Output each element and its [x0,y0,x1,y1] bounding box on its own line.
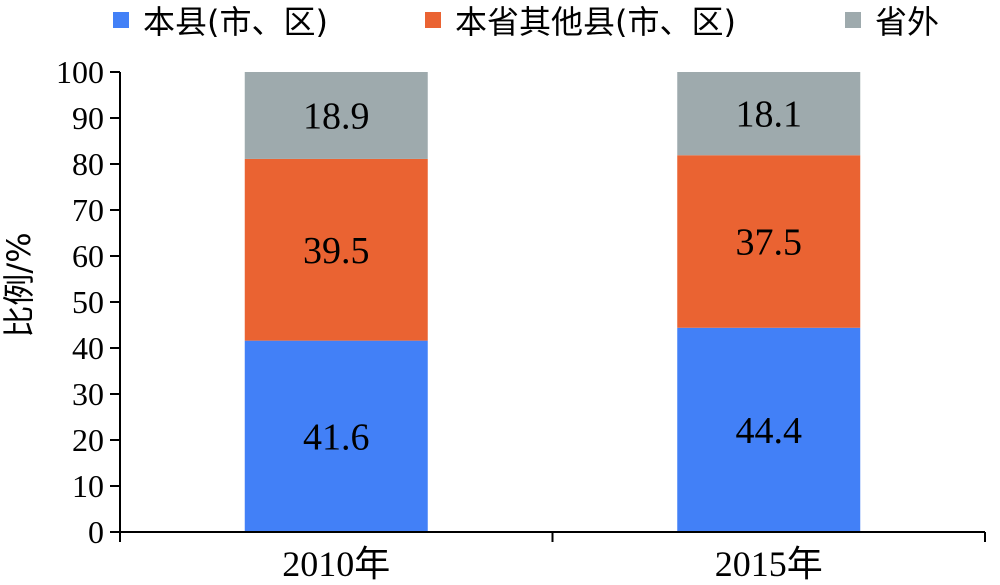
y-tick-label: 40 [72,330,104,366]
y-tick-label: 70 [72,192,104,228]
legend: 本县(市、区) 本省其他县(市、区) 省外 [113,3,939,41]
legend-swatch [425,12,441,28]
bar-segment [244,158,428,341]
y-tick-label: 20 [72,422,104,458]
bar-segment [677,155,861,328]
bar-value-label: 18.9 [303,95,370,137]
x-category-label: 2015年 [715,544,823,584]
y-axis-label: 比例/% [0,232,38,337]
y-tick-label: 30 [72,376,104,412]
y-tick-label: 80 [72,146,104,182]
legend-label: 本省其他县(市、区) [455,3,736,41]
legend-swatch [113,12,129,28]
legend-label: 本县(市、区) [143,3,328,41]
x-axis: 2010年 2015年 [119,531,986,584]
legend-label: 省外 [875,3,939,41]
bar-value-label: 18.1 [736,94,803,136]
bars: 41.6 39.5 18.9 44.4 37.5 18.1 [244,72,861,532]
legend-item: 省外 [845,3,939,41]
y-tick-label: 100 [56,54,104,90]
bar-value-label: 44.4 [736,410,803,452]
y-tick-label: 10 [72,468,104,504]
legend-item: 本县(市、区) [113,3,328,41]
legend-swatch [845,12,861,28]
bar-segment [244,72,428,159]
y-tick-label: 50 [72,284,104,320]
bar-segment [677,72,861,156]
legend-item: 本省其他县(市、区) [425,3,736,41]
x-category-label: 2010年 [282,544,390,584]
bar-segment [244,340,428,532]
bar-segment [677,327,861,532]
y-tick-label: 90 [72,100,104,136]
y-tick-label: 0 [88,514,104,550]
bar-value-label: 37.5 [736,222,803,264]
bar-value-label: 39.5 [303,230,370,272]
y-tick-label: 60 [72,238,104,274]
bar-value-label: 41.6 [303,416,370,458]
y-axis: 0 10 20 30 40 50 60 70 80 90 100 [56,54,121,550]
